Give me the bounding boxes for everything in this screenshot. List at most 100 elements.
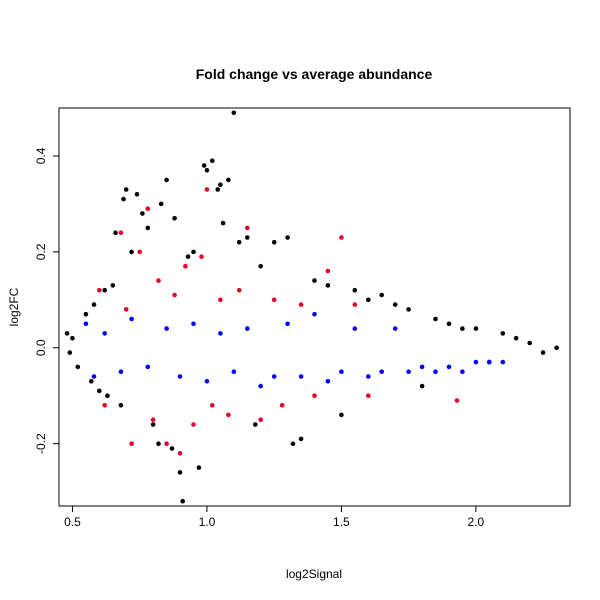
blue-point <box>245 326 250 331</box>
black-point <box>89 379 94 384</box>
black-point <box>215 187 220 192</box>
red-point <box>204 187 210 192</box>
blue-point <box>231 369 237 375</box>
red-point <box>191 422 196 427</box>
black-point <box>285 235 290 240</box>
black-point <box>118 403 124 408</box>
y-axis: -0.2 0.0 0.2 0.4 <box>34 147 60 454</box>
red-point <box>236 287 242 293</box>
blue-point <box>339 369 344 375</box>
black-point <box>140 211 145 216</box>
black-point <box>97 388 102 394</box>
blue-point <box>433 369 438 375</box>
black-point <box>123 187 129 192</box>
black-point <box>218 182 223 187</box>
blue-point <box>164 326 169 331</box>
black-point <box>91 302 97 307</box>
blue-point <box>446 364 452 370</box>
plot-frame <box>58 107 571 507</box>
red-point <box>172 292 177 298</box>
y-axis-label: log2FC <box>7 287 21 326</box>
red-point <box>150 417 156 423</box>
x-tick-label: 1.0 <box>199 515 216 529</box>
black-point <box>210 158 215 163</box>
blue-point <box>298 374 304 379</box>
black-point <box>540 350 546 355</box>
black-point <box>134 192 140 197</box>
black-point <box>105 393 110 399</box>
black-point <box>164 177 169 183</box>
red-point <box>164 441 169 447</box>
black-point <box>169 446 175 451</box>
black-point <box>180 498 185 504</box>
black-point <box>419 383 425 389</box>
red-point <box>352 302 358 307</box>
black-point <box>191 249 196 255</box>
black-point <box>177 470 183 475</box>
black-point <box>231 110 237 116</box>
black-point <box>366 297 371 303</box>
black-point <box>64 331 70 336</box>
black-point <box>473 326 479 331</box>
red-point <box>137 249 142 255</box>
red-point <box>97 287 102 293</box>
black-point <box>271 240 277 245</box>
black-point <box>204 168 210 173</box>
blue-point <box>500 359 506 365</box>
blue-point <box>258 383 264 389</box>
x-axis-label: log2Signal <box>286 567 342 581</box>
blue-point <box>102 331 107 336</box>
red-point <box>226 412 231 418</box>
y-tick-label: 0.0 <box>34 339 48 356</box>
red-point <box>312 393 317 399</box>
black-point <box>83 311 89 317</box>
black-point <box>406 307 411 312</box>
black-point <box>392 302 398 307</box>
black-point <box>113 230 118 235</box>
x-tick-label: 1.5 <box>333 515 350 529</box>
data-points <box>64 110 559 504</box>
red-point <box>366 393 371 399</box>
blue-point <box>204 379 210 384</box>
blue-point <box>91 374 97 379</box>
black-point <box>258 263 264 269</box>
black-point <box>145 225 151 231</box>
red-point <box>245 225 250 231</box>
blue-point <box>406 369 411 375</box>
blue-point <box>460 369 465 375</box>
red-point <box>298 302 304 307</box>
red-point <box>218 297 223 303</box>
blue-point <box>312 311 317 317</box>
black-point <box>75 364 81 370</box>
red-point <box>129 441 134 447</box>
black-point <box>185 254 191 259</box>
black-point <box>500 331 506 336</box>
black-point <box>70 335 75 341</box>
red-point <box>339 235 344 240</box>
black-point <box>129 249 134 255</box>
red-point <box>210 403 215 408</box>
black-point <box>67 350 73 355</box>
red-point <box>123 307 129 312</box>
blue-point <box>392 326 398 331</box>
black-point <box>236 240 242 245</box>
blue-point <box>285 321 290 327</box>
x-tick-label: 0.5 <box>64 515 81 529</box>
red-point <box>183 263 188 269</box>
red-point <box>145 206 151 211</box>
blue-point <box>379 369 385 375</box>
blue-point <box>366 374 371 379</box>
black-point <box>253 422 258 427</box>
black-point <box>196 465 202 470</box>
blue-point <box>352 326 358 331</box>
black-point <box>446 321 452 327</box>
plot-area <box>58 107 571 507</box>
black-point <box>290 441 296 447</box>
black-point <box>121 196 126 202</box>
blue-point <box>419 364 425 370</box>
black-point <box>298 436 304 442</box>
black-point <box>513 335 519 341</box>
black-point <box>201 163 207 168</box>
black-point <box>245 235 250 240</box>
y-tick-label: 0.4 <box>34 147 48 164</box>
